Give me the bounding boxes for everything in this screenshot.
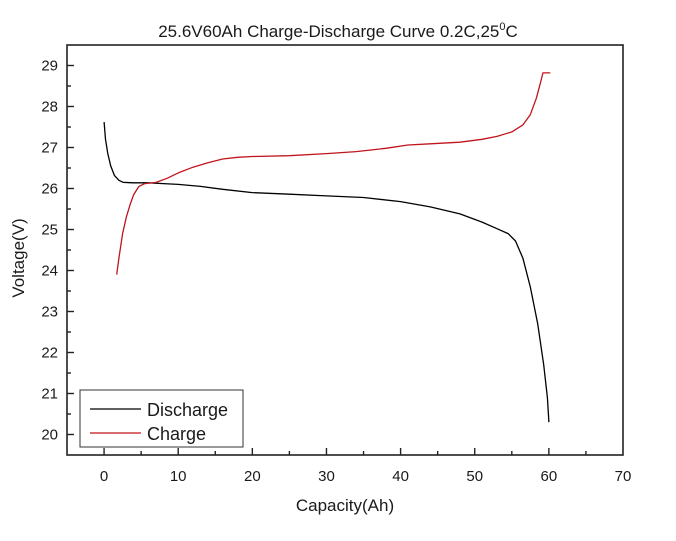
- y-axis: 20 21 22 23 24 25 26 27 28 29: [41, 58, 74, 444]
- x-axis: 0 10 20 30 40 50 60 70: [100, 448, 631, 485]
- chart-title-suffix: C: [505, 22, 517, 41]
- series-line-discharge: [103, 122, 550, 423]
- x-tick-label: 10: [170, 468, 187, 485]
- chart-title-superscript: 0: [499, 21, 505, 33]
- y-tick-label: 22: [41, 345, 58, 362]
- legend-label-discharge: Discharge: [147, 400, 228, 420]
- y-tick-label: 28: [41, 99, 58, 116]
- x-tick-label: 50: [466, 468, 483, 485]
- x-tick-label: 0: [100, 468, 108, 485]
- series-group: [103, 72, 551, 423]
- legend-box: [79, 389, 244, 448]
- x-tick-label: 30: [318, 468, 335, 485]
- y-tick-label: 26: [41, 181, 58, 198]
- x-axis-label: Capacity(Ah): [296, 496, 394, 515]
- y-tick-label: 29: [41, 58, 58, 75]
- y-tick-label: 27: [41, 140, 58, 157]
- x-tick-label: 60: [541, 468, 558, 485]
- series-line-charge: [116, 72, 551, 275]
- y-tick-label: 25: [41, 222, 58, 239]
- y-tick-label: 24: [41, 263, 58, 280]
- y-tick-label: 21: [41, 386, 58, 403]
- y-tick-label: 23: [41, 304, 58, 321]
- chart-title: 25.6V60Ah Charge-Discharge Curve 0.2C,25…: [158, 21, 518, 41]
- y-axis-label: Voltage(V): [9, 218, 28, 297]
- legend-label-charge: Charge: [147, 424, 206, 444]
- legend: Discharge Charge: [79, 389, 244, 448]
- x-tick-label: 20: [244, 468, 261, 485]
- x-tick-label: 70: [615, 468, 632, 485]
- chart-title-main: 25.6V60Ah Charge-Discharge Curve 0.2C,25: [158, 22, 499, 41]
- y-tick-label: 20: [41, 427, 58, 444]
- x-tick-label: 40: [392, 468, 409, 485]
